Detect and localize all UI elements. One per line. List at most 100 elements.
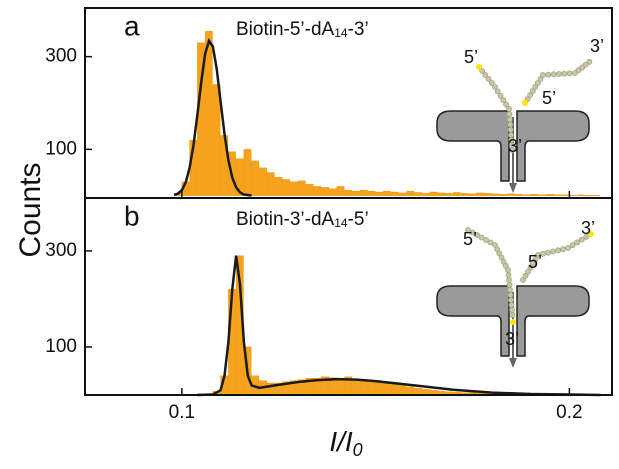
inset-label: 5’ (542, 88, 556, 108)
bead (583, 233, 590, 240)
bead (478, 234, 485, 241)
annotation-part: 14 (334, 26, 348, 40)
bar (398, 385, 407, 396)
bar (344, 189, 353, 196)
bead (505, 272, 512, 278)
bar (468, 193, 477, 196)
bead (527, 264, 534, 271)
inset: 5’ 3’ 5’ 3’ (436, 218, 595, 368)
bar (274, 176, 283, 196)
bar (452, 192, 461, 196)
bead (492, 84, 498, 90)
annotation-part: -3’ (348, 19, 369, 40)
bar (421, 193, 430, 196)
x-tick-label: 0.1 (169, 402, 195, 423)
inset-label: 3’ (505, 329, 519, 349)
bar (204, 31, 213, 196)
bead (565, 245, 571, 251)
bead (507, 126, 514, 133)
bar (429, 191, 438, 196)
bar (538, 194, 546, 196)
bar (243, 149, 252, 196)
bar (282, 179, 291, 196)
bead (525, 268, 531, 275)
bar (499, 194, 508, 196)
inset: 5’ 3’ 5’ 3’ (436, 36, 604, 193)
bead (487, 239, 494, 246)
bead (534, 80, 541, 86)
bar (383, 382, 391, 396)
bead (550, 248, 556, 255)
bead (494, 88, 501, 95)
annotation-part: Biotin-5’-dA (236, 19, 335, 40)
bar (530, 194, 539, 196)
inset-label: 3’ (590, 36, 604, 56)
pore-left (436, 110, 510, 182)
bead (578, 236, 585, 243)
bar (367, 190, 376, 196)
bead (550, 71, 557, 78)
annotation: Biotin-3’-dA14-5’ (236, 209, 369, 230)
bar (305, 183, 314, 196)
bar (251, 160, 260, 196)
bar (522, 194, 531, 196)
bead (503, 101, 510, 108)
bar (336, 378, 345, 396)
bar (352, 378, 360, 396)
bead (540, 72, 546, 78)
bead (530, 260, 536, 267)
bar (235, 158, 244, 196)
bar (414, 192, 422, 196)
bead (469, 229, 476, 236)
bead (537, 76, 544, 82)
bar (352, 190, 360, 196)
panel-label: b (124, 200, 140, 231)
bar (460, 193, 469, 196)
bar (561, 194, 570, 196)
bar (297, 180, 306, 196)
fit-curve (197, 255, 601, 397)
bar (359, 189, 368, 196)
bar (576, 194, 585, 196)
inset-label: 5’ (463, 229, 477, 249)
bead (506, 277, 512, 283)
bead (560, 246, 566, 253)
panel-frame (84, 197, 613, 396)
bead (507, 287, 513, 293)
bead (500, 97, 507, 104)
bead (497, 92, 504, 99)
bead (485, 76, 492, 82)
bar (491, 193, 500, 196)
bar (266, 172, 275, 196)
bead (479, 68, 486, 74)
bar (375, 381, 384, 396)
pore-right (516, 285, 590, 357)
bead (555, 247, 561, 254)
bar (437, 192, 446, 196)
bead (569, 242, 576, 249)
bead (482, 72, 489, 78)
bar (507, 193, 515, 196)
bead (505, 267, 511, 273)
bar (212, 84, 221, 196)
bead (545, 249, 551, 256)
annotation: Biotin-5’-dA14-3’ (236, 19, 369, 40)
bar (390, 384, 399, 396)
bead (488, 80, 495, 86)
inset-label: 3’ (508, 136, 522, 156)
bar (367, 380, 376, 396)
bar (406, 190, 415, 196)
bar (545, 194, 554, 196)
arrow-head (509, 358, 517, 368)
y-tick-label: 100 (45, 336, 77, 357)
bar (476, 192, 484, 196)
arrow-head (509, 183, 517, 193)
x-axis-label-part: I/I (329, 426, 353, 457)
bead (532, 256, 539, 263)
bead (506, 111, 513, 118)
bead (520, 277, 526, 283)
bar (336, 186, 345, 196)
bead (529, 88, 536, 94)
bead (507, 292, 514, 298)
